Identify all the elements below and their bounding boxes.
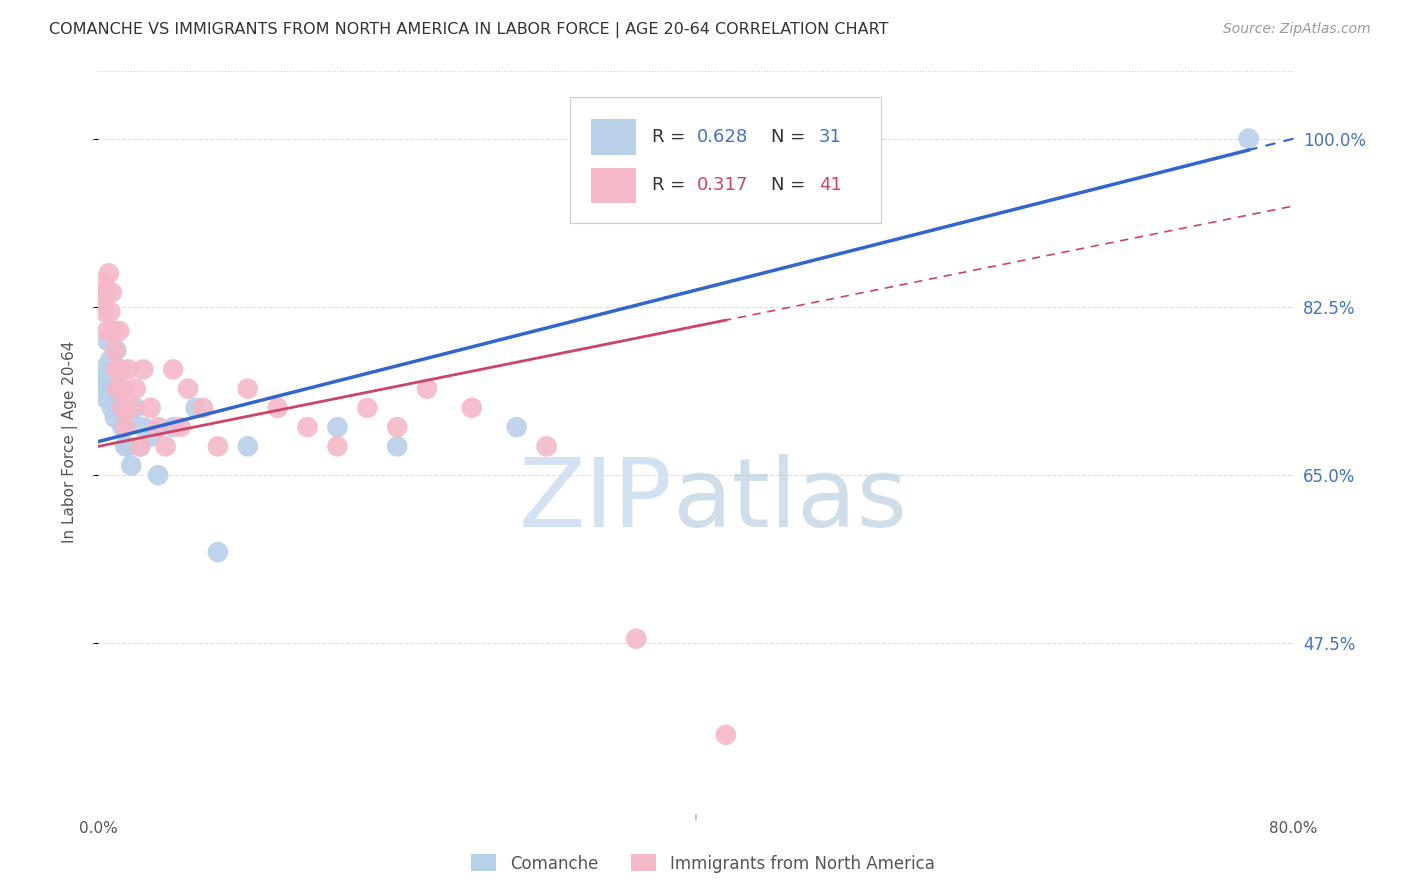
Bar bbox=[591, 168, 637, 203]
Point bbox=[117, 439, 139, 453]
Point bbox=[385, 439, 409, 453]
Point bbox=[117, 362, 139, 376]
Text: Source: ZipAtlas.com: Source: ZipAtlas.com bbox=[1223, 22, 1371, 37]
Point bbox=[162, 420, 184, 434]
Point bbox=[267, 401, 290, 415]
Point bbox=[416, 382, 439, 396]
Point bbox=[236, 382, 259, 396]
Point bbox=[356, 401, 378, 415]
Point bbox=[105, 343, 128, 358]
Point bbox=[91, 276, 114, 290]
Point bbox=[326, 439, 349, 453]
Point bbox=[104, 343, 127, 358]
Point bbox=[506, 420, 529, 434]
Point bbox=[104, 410, 127, 425]
Point bbox=[111, 420, 134, 434]
Point bbox=[461, 401, 484, 415]
Point bbox=[97, 266, 120, 280]
Point bbox=[385, 420, 409, 434]
Point bbox=[169, 420, 191, 434]
Point bbox=[94, 285, 117, 300]
Text: R =: R = bbox=[652, 177, 690, 194]
Point bbox=[112, 382, 135, 396]
Text: N =: N = bbox=[772, 128, 811, 146]
Point bbox=[626, 632, 648, 646]
Point bbox=[148, 468, 170, 483]
Text: 0.317: 0.317 bbox=[697, 177, 748, 194]
Text: COMANCHE VS IMMIGRANTS FROM NORTH AMERICA IN LABOR FORCE | AGE 20-64 CORRELATION: COMANCHE VS IMMIGRANTS FROM NORTH AMERIC… bbox=[49, 22, 889, 38]
Point bbox=[714, 728, 737, 742]
Point bbox=[120, 401, 142, 415]
Point bbox=[103, 324, 125, 338]
Point bbox=[101, 285, 124, 300]
FancyBboxPatch shape bbox=[571, 97, 882, 223]
Point bbox=[91, 372, 114, 386]
Point bbox=[132, 420, 155, 434]
Point bbox=[129, 439, 152, 453]
Point bbox=[326, 420, 349, 434]
Bar bbox=[591, 120, 637, 155]
Point bbox=[107, 382, 129, 396]
Point bbox=[108, 324, 131, 338]
Point bbox=[139, 430, 162, 444]
Y-axis label: In Labor Force | Age 20-64: In Labor Force | Age 20-64 bbox=[62, 341, 77, 542]
Point bbox=[110, 362, 132, 376]
Point bbox=[96, 334, 118, 348]
Point bbox=[98, 304, 122, 318]
Text: R =: R = bbox=[652, 128, 690, 146]
Point bbox=[536, 439, 558, 453]
Point bbox=[236, 439, 259, 453]
Point bbox=[162, 362, 184, 376]
Point bbox=[96, 324, 118, 338]
Point bbox=[101, 401, 124, 415]
Point bbox=[191, 401, 214, 415]
Point bbox=[110, 362, 132, 376]
Point bbox=[108, 391, 131, 405]
Point bbox=[103, 382, 125, 396]
Point bbox=[105, 362, 128, 376]
Point bbox=[114, 420, 136, 434]
Point bbox=[125, 382, 148, 396]
Point bbox=[94, 391, 117, 405]
Point bbox=[111, 401, 134, 415]
Text: atlas: atlas bbox=[672, 454, 907, 548]
Point bbox=[155, 439, 177, 453]
Point bbox=[90, 295, 112, 310]
Text: 31: 31 bbox=[820, 128, 842, 146]
Point bbox=[148, 420, 170, 434]
Point bbox=[184, 401, 207, 415]
Point bbox=[139, 401, 162, 415]
Legend: Comanche, Immigrants from North America: Comanche, Immigrants from North America bbox=[465, 847, 941, 880]
Point bbox=[110, 401, 132, 415]
Text: ZIP: ZIP bbox=[519, 454, 672, 548]
Point bbox=[297, 420, 319, 434]
Point bbox=[98, 352, 122, 367]
Point bbox=[1237, 131, 1260, 145]
Point bbox=[129, 439, 152, 453]
Point bbox=[132, 362, 155, 376]
Point bbox=[207, 439, 229, 453]
Text: N =: N = bbox=[772, 177, 811, 194]
Point bbox=[120, 458, 142, 473]
Text: 41: 41 bbox=[820, 177, 842, 194]
Point bbox=[93, 382, 115, 396]
Point bbox=[207, 545, 229, 559]
Point bbox=[125, 401, 148, 415]
Point bbox=[114, 439, 136, 453]
Point bbox=[90, 362, 112, 376]
Point bbox=[177, 382, 200, 396]
Text: 0.628: 0.628 bbox=[697, 128, 748, 146]
Point bbox=[93, 304, 115, 318]
Point bbox=[117, 410, 139, 425]
